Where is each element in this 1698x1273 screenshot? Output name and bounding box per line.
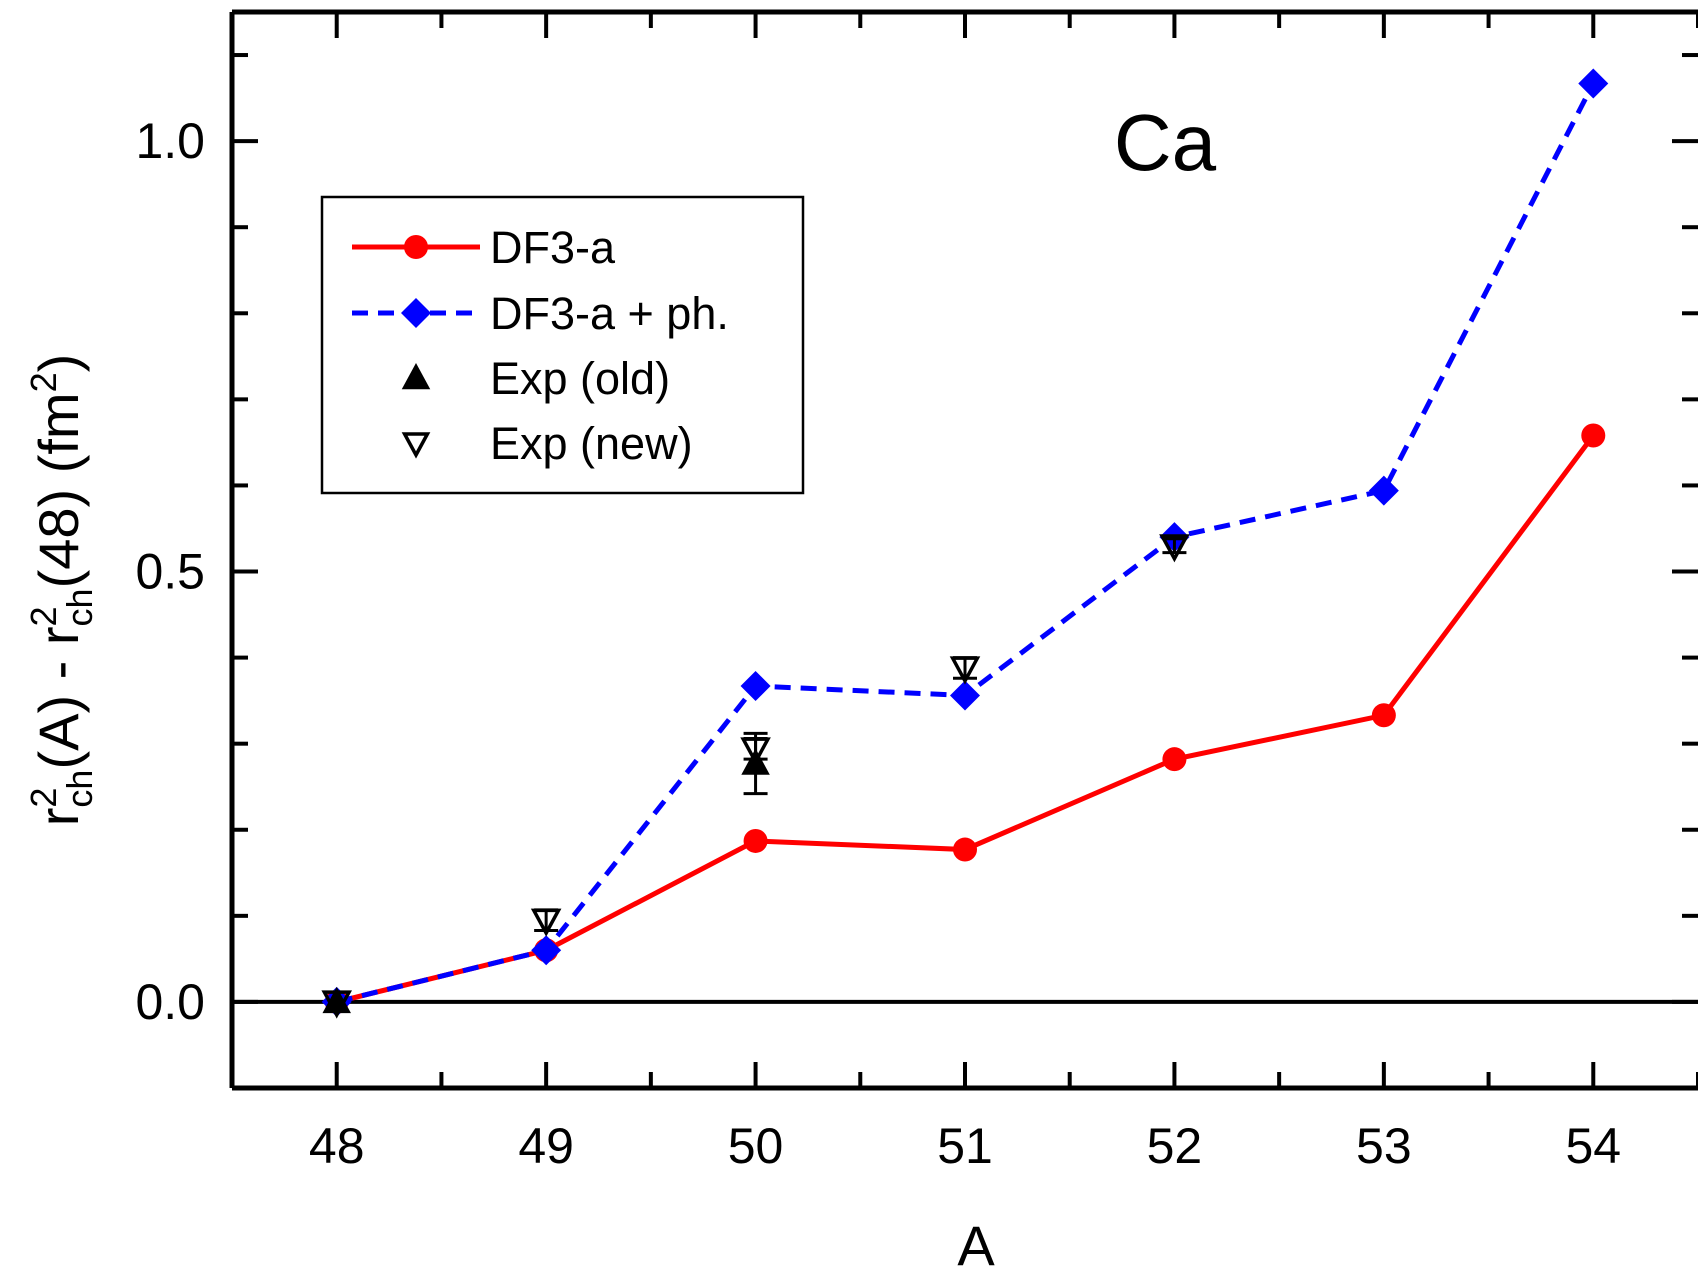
series-exp-old bbox=[322, 731, 770, 1014]
legend-entry: DF3-a + ph. bbox=[352, 288, 729, 339]
data-point bbox=[531, 935, 562, 966]
legend-label: Exp (new) bbox=[490, 418, 693, 469]
legend-label: DF3-a + ph. bbox=[490, 288, 729, 339]
y-axis-title-part: (A) - r bbox=[27, 626, 90, 769]
plot-frame bbox=[229, 9, 1698, 1091]
x-tick-label: 52 bbox=[1147, 1118, 1203, 1174]
legend-entry: Exp (new) bbox=[401, 418, 693, 469]
y-tick-labels: 0.0 0.5 1.0 bbox=[135, 113, 205, 1030]
x-tick-label: 51 bbox=[937, 1118, 993, 1174]
data-point bbox=[1581, 423, 1606, 448]
x-tick-label: 50 bbox=[728, 1118, 784, 1174]
data-point bbox=[1368, 475, 1399, 506]
series-layer bbox=[321, 68, 1609, 1019]
legend-marker bbox=[401, 432, 431, 459]
legend-entry: DF3-a bbox=[352, 222, 616, 273]
data-point bbox=[953, 837, 977, 862]
x-tick-label: 54 bbox=[1565, 1118, 1621, 1174]
x-axis-title: A bbox=[957, 1214, 995, 1273]
series-exp-new bbox=[321, 534, 1190, 1019]
data-point bbox=[743, 828, 768, 853]
data-point bbox=[322, 986, 351, 1014]
data-point bbox=[949, 656, 981, 685]
legend-marker bbox=[404, 235, 428, 259]
legend-marker bbox=[401, 363, 431, 390]
y-axis-title-part: 2 bbox=[23, 788, 64, 808]
y-axis-title-part: ch bbox=[59, 770, 100, 808]
y-axis-title-part: r bbox=[27, 808, 90, 827]
legend-entries: DF3-a DF3-a + ph. Exp (old) Exp (new) bbox=[352, 222, 729, 469]
x-tick-label: 49 bbox=[518, 1118, 574, 1174]
y-tick-label: 0.0 bbox=[135, 974, 205, 1030]
data-point bbox=[740, 737, 771, 766]
x-tick-labels: 48 49 50 51 52 53 54 bbox=[309, 1118, 1621, 1174]
data-point bbox=[1162, 747, 1187, 772]
data-point bbox=[321, 990, 353, 1019]
x-tick-label: 53 bbox=[1356, 1118, 1412, 1174]
y-axis-title-part: ) bbox=[27, 354, 90, 373]
y-axis-title-part: 2 bbox=[23, 372, 64, 392]
data-point bbox=[1159, 534, 1190, 563]
series-df3-a bbox=[324, 423, 1606, 1014]
legend-label: Exp (old) bbox=[490, 353, 670, 404]
y-tick-label: 1.0 bbox=[135, 113, 205, 169]
data-point bbox=[1371, 703, 1396, 728]
data-point bbox=[1578, 68, 1609, 99]
annotation-ca: Ca bbox=[1114, 98, 1217, 187]
y-axis-title: r2ch(A) - r2ch(48) (fm2) bbox=[23, 354, 100, 827]
y-axis-title-part: (48) (fm bbox=[27, 392, 90, 588]
legend-entry: Exp (old) bbox=[401, 353, 670, 404]
legend-label: DF3-a bbox=[490, 222, 616, 273]
data-point bbox=[950, 680, 980, 711]
data-point bbox=[530, 908, 562, 937]
y-tick-label: 0.5 bbox=[135, 544, 205, 600]
data-point bbox=[740, 671, 771, 702]
series-line bbox=[336, 434, 1596, 1005]
x-tick-label: 48 bbox=[309, 1118, 365, 1174]
legend: DF3-a DF3-a + ph. Exp (old) Exp (new) bbox=[320, 195, 805, 495]
legend-marker bbox=[401, 298, 431, 328]
y-axis-title-part: ch bbox=[59, 588, 100, 626]
y-axis-title-part: 2 bbox=[23, 606, 64, 626]
